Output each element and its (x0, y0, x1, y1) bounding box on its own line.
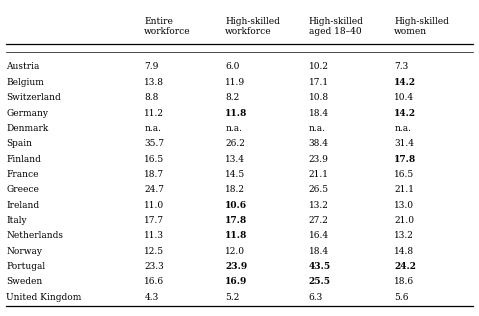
Text: Ireland: Ireland (6, 201, 39, 210)
Text: Sweden: Sweden (6, 277, 43, 286)
Text: 27.2: 27.2 (308, 216, 329, 225)
Text: 13.8: 13.8 (144, 78, 164, 87)
Text: Spain: Spain (6, 139, 32, 148)
Text: 13.0: 13.0 (394, 201, 414, 210)
Text: 8.8: 8.8 (144, 93, 159, 102)
Text: 21.1: 21.1 (394, 185, 414, 194)
Text: Greece: Greece (6, 185, 39, 194)
Text: 13.4: 13.4 (225, 155, 245, 164)
Text: 24.7: 24.7 (144, 185, 164, 194)
Text: Germany: Germany (6, 108, 48, 118)
Text: United Kingdom: United Kingdom (6, 293, 81, 302)
Text: 7.3: 7.3 (394, 63, 409, 71)
Text: 16.9: 16.9 (225, 277, 248, 286)
Text: 11.8: 11.8 (225, 108, 248, 118)
Text: 11.0: 11.0 (144, 201, 164, 210)
Text: High-skilled
aged 18–40: High-skilled aged 18–40 (308, 17, 364, 36)
Text: 14.2: 14.2 (394, 78, 416, 87)
Text: Finland: Finland (6, 155, 41, 164)
Text: 23.3: 23.3 (144, 262, 164, 271)
Text: 5.2: 5.2 (225, 293, 240, 302)
Text: 13.2: 13.2 (394, 231, 414, 240)
Text: n.a.: n.a. (225, 124, 242, 133)
Text: 13.2: 13.2 (308, 201, 329, 210)
Text: 23.9: 23.9 (308, 155, 329, 164)
Text: 6.0: 6.0 (225, 63, 240, 71)
Text: France: France (6, 170, 39, 179)
Text: 11.8: 11.8 (225, 231, 248, 240)
Text: 35.7: 35.7 (144, 139, 164, 148)
Text: 12.0: 12.0 (225, 247, 245, 256)
Text: 17.8: 17.8 (225, 216, 248, 225)
Text: 14.5: 14.5 (225, 170, 245, 179)
Text: 17.1: 17.1 (308, 78, 329, 87)
Text: Austria: Austria (6, 63, 40, 71)
Text: 16.4: 16.4 (308, 231, 329, 240)
Text: 18.4: 18.4 (308, 108, 329, 118)
Text: 21.0: 21.0 (394, 216, 414, 225)
Text: Netherlands: Netherlands (6, 231, 63, 240)
Text: 10.8: 10.8 (308, 93, 329, 102)
Text: High-skilled
women: High-skilled women (394, 17, 449, 36)
Text: Entire
workforce: Entire workforce (144, 17, 191, 36)
Text: 25.5: 25.5 (308, 277, 331, 286)
Text: 18.4: 18.4 (308, 247, 329, 256)
Text: 43.5: 43.5 (308, 262, 331, 271)
Text: Denmark: Denmark (6, 124, 48, 133)
Text: 17.8: 17.8 (394, 155, 417, 164)
Text: n.a.: n.a. (394, 124, 411, 133)
Text: 8.2: 8.2 (225, 93, 240, 102)
Text: 23.9: 23.9 (225, 262, 248, 271)
Text: 10.2: 10.2 (308, 63, 329, 71)
Text: 17.7: 17.7 (144, 216, 164, 225)
Text: Switzerland: Switzerland (6, 93, 61, 102)
Text: Norway: Norway (6, 247, 42, 256)
Text: 12.5: 12.5 (144, 247, 164, 256)
Text: n.a.: n.a. (308, 124, 326, 133)
Text: 10.6: 10.6 (225, 201, 247, 210)
Text: 11.2: 11.2 (144, 108, 164, 118)
Text: Portugal: Portugal (6, 262, 46, 271)
Text: 38.4: 38.4 (308, 139, 329, 148)
Text: 11.9: 11.9 (225, 78, 245, 87)
Text: Belgium: Belgium (6, 78, 44, 87)
Text: 16.5: 16.5 (144, 155, 164, 164)
Text: 31.4: 31.4 (394, 139, 414, 148)
Text: 18.2: 18.2 (225, 185, 245, 194)
Text: Italy: Italy (6, 216, 27, 225)
Text: 14.8: 14.8 (394, 247, 414, 256)
Text: 16.5: 16.5 (394, 170, 414, 179)
Text: 18.7: 18.7 (144, 170, 164, 179)
Text: 14.2: 14.2 (394, 108, 416, 118)
Text: 26.5: 26.5 (308, 185, 329, 194)
Text: n.a.: n.a. (144, 124, 161, 133)
Text: 16.6: 16.6 (144, 277, 164, 286)
Text: 10.4: 10.4 (394, 93, 414, 102)
Text: 4.3: 4.3 (144, 293, 159, 302)
Text: 11.3: 11.3 (144, 231, 164, 240)
Text: 18.6: 18.6 (394, 277, 414, 286)
Text: 7.9: 7.9 (144, 63, 159, 71)
Text: 6.3: 6.3 (308, 293, 323, 302)
Text: 24.2: 24.2 (394, 262, 416, 271)
Text: 5.6: 5.6 (394, 293, 409, 302)
Text: High-skilled
workforce: High-skilled workforce (225, 17, 280, 36)
Text: 21.1: 21.1 (308, 170, 329, 179)
Text: 26.2: 26.2 (225, 139, 245, 148)
